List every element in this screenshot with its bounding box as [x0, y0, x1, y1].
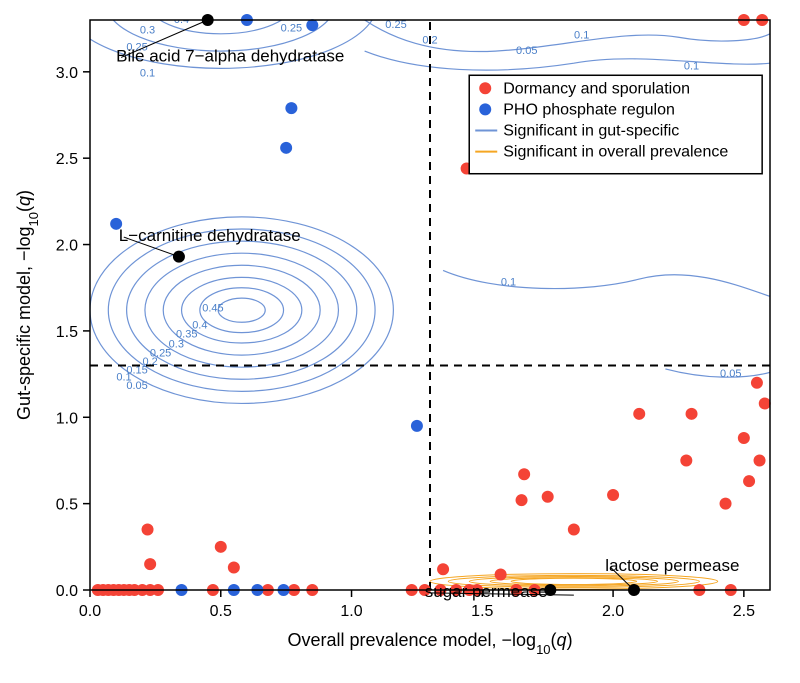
legend-marker	[479, 82, 491, 94]
scatter-contour-chart: 0.450.40.350.30.250.20.150.10.050.40.30.…	[0, 0, 800, 683]
annotation-label: Bile acid 7−alpha dehydratase	[116, 46, 344, 65]
point-red	[518, 468, 530, 480]
point-red	[568, 524, 580, 536]
point-red	[720, 498, 732, 510]
point-red	[738, 432, 750, 444]
point-red	[215, 541, 227, 553]
point-blue	[280, 142, 292, 154]
svg-text:0.25: 0.25	[281, 23, 302, 35]
point-blue	[306, 19, 318, 31]
svg-text:0.25: 0.25	[385, 19, 406, 31]
x-tick-label: 1.0	[340, 603, 362, 620]
point-red	[686, 408, 698, 420]
legend-marker	[479, 103, 491, 115]
point-red	[437, 563, 449, 575]
y-tick-label: 2.0	[56, 238, 78, 255]
x-tick-label: 2.5	[733, 603, 755, 620]
svg-text:0.3: 0.3	[140, 24, 155, 36]
legend-label: Significant in overall prevalence	[503, 144, 728, 161]
svg-text:0.1: 0.1	[140, 67, 155, 79]
point-red	[743, 475, 755, 487]
point-red	[754, 454, 766, 466]
point-red	[144, 558, 156, 570]
annotation-label: lactose permease	[605, 556, 739, 575]
point-red	[142, 524, 154, 536]
point-blue	[285, 102, 297, 114]
point-red	[759, 397, 771, 409]
chart-svg: 0.450.40.350.30.250.20.150.10.050.40.30.…	[0, 0, 800, 683]
annotation-label: L−carnitine dehydratase	[119, 226, 301, 245]
svg-text:0.45: 0.45	[202, 302, 223, 314]
legend-label: PHO phosphate regulon	[503, 101, 675, 118]
x-tick-label: 1.5	[471, 603, 493, 620]
y-tick-label: 2.5	[56, 151, 78, 168]
point-red	[542, 491, 554, 503]
x-tick-label: 2.0	[602, 603, 624, 620]
point-red	[751, 377, 763, 389]
point-red	[633, 408, 645, 420]
legend-label: Significant in gut-specific	[503, 123, 679, 140]
svg-text:0.05: 0.05	[516, 45, 537, 57]
point-red	[607, 489, 619, 501]
svg-text:0.1: 0.1	[501, 276, 516, 288]
y-axis-label: Gut-specific model, −log10(q)	[14, 190, 41, 420]
annotation-point	[173, 251, 185, 263]
y-tick-label: 1.0	[56, 410, 78, 427]
y-tick-label: 1.5	[56, 324, 78, 341]
point-red	[680, 454, 692, 466]
x-axis-label: Overall prevalence model, −log10(q)	[287, 630, 572, 657]
x-tick-label: 0.0	[79, 603, 101, 620]
point-red	[228, 562, 240, 574]
x-tick-label: 0.5	[210, 603, 232, 620]
point-red	[495, 568, 507, 580]
annotation-label: sugar permease	[425, 582, 548, 601]
y-tick-label: 0.0	[56, 583, 78, 600]
point-red	[516, 494, 528, 506]
svg-text:0.05: 0.05	[126, 380, 147, 392]
svg-text:0.1: 0.1	[684, 61, 699, 73]
point-blue	[411, 420, 423, 432]
y-tick-label: 0.5	[56, 497, 78, 514]
legend-label: Dormancy and sporulation	[503, 80, 690, 97]
svg-text:0.1: 0.1	[574, 29, 589, 41]
y-tick-label: 3.0	[56, 65, 78, 82]
svg-text:0.05: 0.05	[720, 368, 741, 380]
